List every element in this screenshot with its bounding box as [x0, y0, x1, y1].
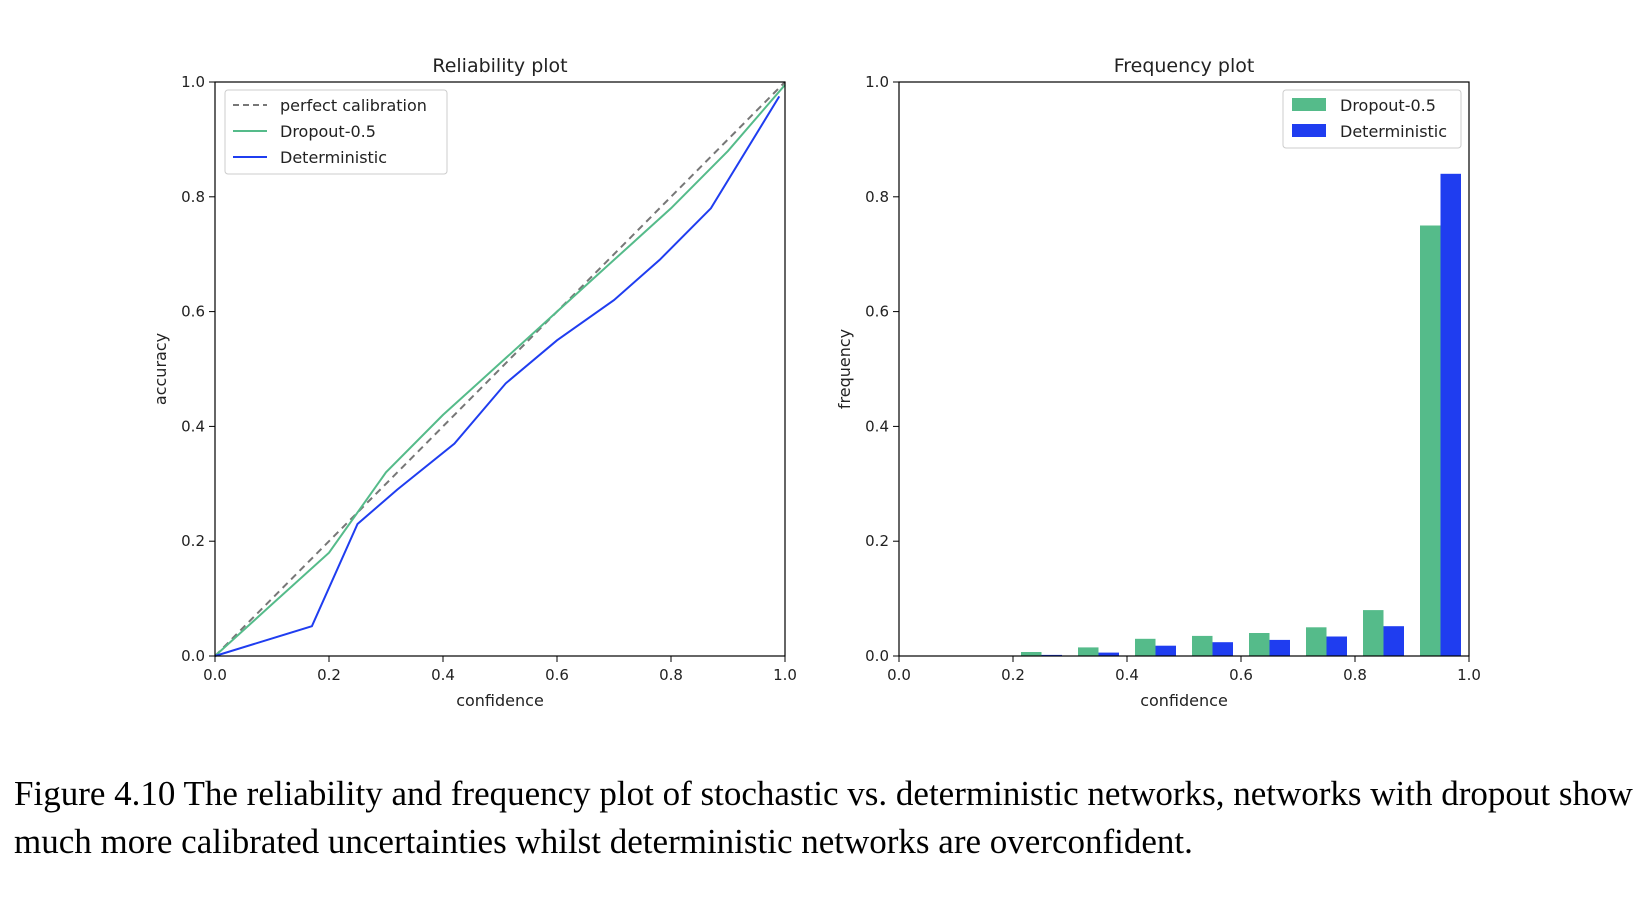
left-y-tick-label: 0.0: [181, 647, 205, 665]
bar-deterministic: [1212, 642, 1233, 656]
bar-dropout-0-5: [1249, 633, 1270, 656]
bar-dropout-0-5: [1135, 638, 1156, 656]
bar-dropout-0-5: [1363, 610, 1384, 656]
right-y-tick-label: 0.2: [865, 532, 889, 550]
frequency-plot: Frequency plot 0.0 0.2 0.4 0.6 0.8 1.0 0.0 0.2…: [835, 55, 1481, 710]
left-y-tick-label: 0.6: [181, 303, 205, 321]
reliability-plot-title: Reliability plot: [432, 55, 567, 77]
right-x-tick-label: 0.8: [1343, 666, 1367, 684]
right-x-tick-label: 0.4: [1115, 666, 1139, 684]
legend-swatch-dropout-bar: [1292, 98, 1326, 111]
legend-swatch-deterministic-bar: [1292, 124, 1326, 137]
reliability-plot: Reliability plot 0.0 0.2 0.4 0.6 0.8 1.0 0.0 0…: [151, 55, 797, 710]
bar-dropout-0-5: [1192, 635, 1213, 656]
bar-dropout-0-5: [1021, 652, 1042, 656]
series-line-dropout-0-5: [214, 84, 786, 657]
right-x-tick-label: 0.0: [887, 666, 911, 684]
right-y-tick-label: 0.8: [865, 188, 889, 206]
legend-label-perfect-calibration: perfect calibration: [280, 96, 427, 115]
frequency-legend-box: [1282, 89, 1462, 149]
figure-caption: Figure 4.10 The reliability and frequenc…: [14, 774, 1633, 861]
reliability-y-axis-label: accuracy: [151, 333, 170, 405]
frequency-y-axis-label: frequency: [835, 329, 854, 409]
frequency-legend: Dropout-0.5 Deterministic: [1282, 89, 1462, 149]
reliability-legend: perfect calibration Dropout-0.5 Determin…: [224, 89, 448, 175]
left-y-tick-label: 1.0: [181, 73, 205, 91]
left-y-tick-label: 0.2: [181, 532, 205, 550]
bar-dropout-0-5: [1420, 225, 1441, 656]
right-x-tick-label: 0.2: [1001, 666, 1025, 684]
figure: Reliability plot 0.0 0.2 0.4 0.6 0.8 1.0 0.00…: [151, 55, 1481, 710]
legend-label-deterministic: Deterministic: [280, 148, 387, 167]
right-y-tick-label: 0.0: [865, 647, 889, 665]
reliability-legend-box: [224, 89, 448, 175]
bar-deterministic: [1155, 645, 1176, 656]
bar-deterministic: [1383, 626, 1404, 656]
left-x-tick-label: 0.4: [431, 666, 455, 684]
reliability-x-axis-label: confidence: [456, 691, 544, 710]
bar-deterministic: [1440, 173, 1461, 657]
frequency-plot-frame: [898, 81, 1470, 657]
right-y-tick-label: 0.4: [865, 417, 889, 435]
left-y-tick-label: 0.8: [181, 188, 205, 206]
series-line-deterministic: [214, 95, 781, 657]
left-x-tick-label: 0.2: [317, 666, 341, 684]
legend-label-dropout: Dropout-0.5: [280, 122, 376, 141]
left-x-tick-label: 1.0: [773, 666, 797, 684]
right-x-tick-label: 0.6: [1229, 666, 1253, 684]
left-x-tick-label: 0.0: [203, 666, 227, 684]
left-y-tick-label: 0.4: [181, 417, 205, 435]
frequency-x-axis-label: confidence: [1140, 691, 1228, 710]
right-y-tick-label: 1.0: [865, 73, 889, 91]
bar-deterministic: [1098, 652, 1119, 656]
legend-label-deterministic-bar: Deterministic: [1340, 122, 1447, 141]
series-line-perfect-calibration: [214, 81, 786, 657]
bar-deterministic: [1269, 639, 1290, 656]
legend-label-dropout-bar: Dropout-0.5: [1340, 96, 1436, 115]
left-x-tick-label: 0.6: [545, 666, 569, 684]
right-y-tick-label: 0.6: [865, 303, 889, 321]
bar-dropout-0-5: [1078, 647, 1099, 656]
frequency-plot-title: Frequency plot: [1114, 55, 1255, 77]
bar-deterministic: [1326, 636, 1347, 656]
right-x-tick-label: 1.0: [1457, 666, 1481, 684]
left-x-tick-label: 0.8: [659, 666, 683, 684]
reliability-plot-frame: [214, 81, 786, 657]
bar-dropout-0-5: [1306, 627, 1327, 656]
